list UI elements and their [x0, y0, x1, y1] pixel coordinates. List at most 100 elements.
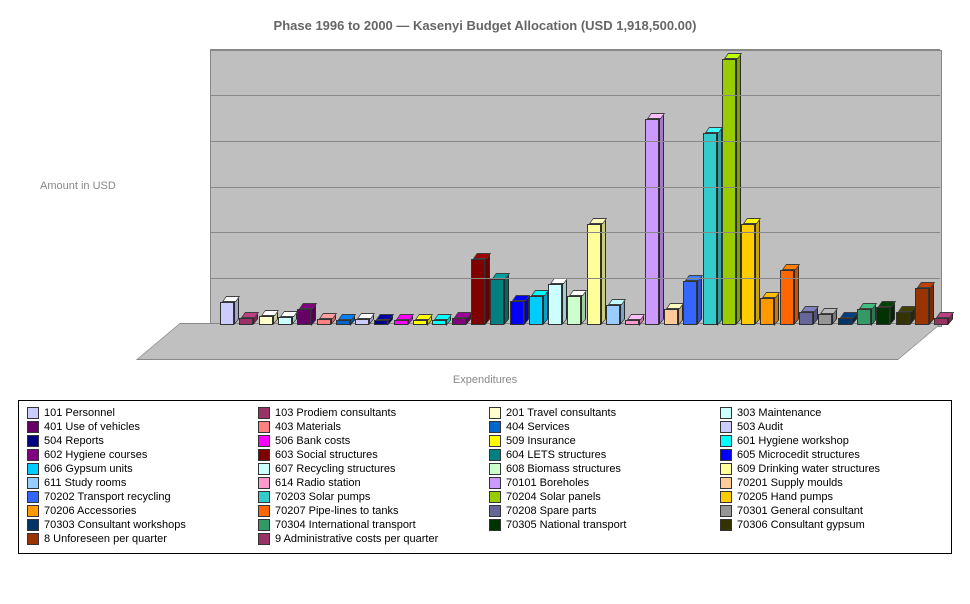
- legend-label: 70207 Pipe-lines to tanks: [275, 505, 399, 517]
- legend-label: 608 Biomass structures: [506, 463, 621, 475]
- chart-legend: 101 Personnel103 Prodiem consultants201 …: [18, 400, 952, 554]
- legend-item-70205: 70205 Hand pumps: [720, 491, 943, 503]
- legend-swatch: [720, 435, 732, 447]
- legend-label: 609 Drinking water structures: [737, 463, 880, 475]
- legend-label: 611 Study rooms: [44, 477, 126, 489]
- bar-101: [220, 302, 234, 325]
- legend-item-70301: 70301 General consultant: [720, 505, 943, 517]
- legend-swatch: [720, 491, 732, 503]
- legend-item-70101: 70101 Boreholes: [489, 477, 712, 489]
- legend-item-70203: 70203 Solar pumps: [258, 491, 481, 503]
- legend-swatch: [489, 435, 501, 447]
- legend-item-603: 603 Social structures: [258, 449, 481, 461]
- bar-506: [394, 320, 408, 325]
- legend-item-70204: 70204 Solar panels: [489, 491, 712, 503]
- legend-item-503: 503 Audit: [720, 421, 943, 433]
- legend-label: 404 Services: [506, 421, 570, 433]
- bar-404: [336, 320, 350, 326]
- legend-label: 201 Travel consultants: [506, 407, 616, 419]
- legend-item-602: 602 Hygiene courses: [27, 449, 250, 461]
- legend-label: 70304 International transport: [275, 519, 416, 531]
- legend-item-604: 604 LETS structures: [489, 449, 712, 461]
- bar-70204: [722, 59, 736, 325]
- legend-label: 614 Radio station: [275, 477, 361, 489]
- legend-label: 403 Materials: [275, 421, 341, 433]
- legend-item-606: 606 Gypsum units: [27, 463, 250, 475]
- legend-item-504: 504 Reports: [27, 435, 250, 447]
- legend-item-103: 103 Prodiem consultants: [258, 407, 481, 419]
- legend-item-70303: 70303 Consultant workshops: [27, 519, 250, 531]
- legend-swatch: [489, 407, 501, 419]
- legend-item-8: 8 Unforeseen per quarter: [27, 533, 250, 545]
- legend-swatch: [258, 407, 270, 419]
- bar-70205: [741, 224, 755, 325]
- legend-swatch: [27, 407, 39, 419]
- bar-611: [606, 305, 620, 325]
- legend-swatch: [720, 449, 732, 461]
- legend-item-9: 9 Administrative costs per quarter: [258, 533, 481, 545]
- legend-label: 103 Prodiem consultants: [275, 407, 396, 419]
- chart-container: Phase 1996 to 2000 — Kasenyi Budget Allo…: [0, 0, 970, 604]
- legend-label: 602 Hygiene courses: [44, 449, 147, 461]
- bar-608: [567, 296, 581, 325]
- legend-item-608: 608 Biomass structures: [489, 463, 712, 475]
- bar-70203: [703, 133, 717, 326]
- legend-label: 70204 Solar panels: [506, 491, 601, 503]
- legend-swatch: [27, 449, 39, 461]
- bar-509: [413, 320, 427, 326]
- legend-label: 8 Unforeseen per quarter: [44, 533, 167, 545]
- bar-70304: [857, 309, 871, 326]
- grid-line: [210, 95, 940, 96]
- legend-label: 506 Bank costs: [275, 435, 350, 447]
- legend-label: 70303 Consultant workshops: [44, 519, 186, 531]
- x-axis-label: Expenditures: [0, 374, 970, 386]
- legend-swatch: [258, 477, 270, 489]
- legend-label: 605 Microcedit structures: [737, 449, 860, 461]
- legend-label: 9 Administrative costs per quarter: [275, 533, 438, 545]
- legend-swatch: [27, 505, 39, 517]
- legend-label: 70306 Consultant gypsum: [737, 519, 865, 531]
- legend-swatch: [489, 491, 501, 503]
- legend-label: 70301 General consultant: [737, 505, 863, 517]
- legend-swatch: [489, 449, 501, 461]
- bar-602: [452, 318, 466, 325]
- legend-label: 503 Audit: [737, 421, 783, 433]
- legend-swatch: [258, 533, 270, 545]
- legend-item-70201: 70201 Supply moulds: [720, 477, 943, 489]
- legend-item-70202: 70202 Transport recycling: [27, 491, 250, 503]
- legend-swatch: [27, 421, 39, 433]
- legend-swatch: [720, 505, 732, 517]
- legend-swatch: [27, 477, 39, 489]
- legend-swatch: [720, 421, 732, 433]
- y-axis-label: Amount in USD: [40, 180, 116, 192]
- legend-item-509: 509 Insurance: [489, 435, 712, 447]
- legend-label: 70305 National transport: [506, 519, 626, 531]
- legend-swatch: [258, 435, 270, 447]
- legend-swatch: [27, 463, 39, 475]
- bar-70301: [818, 314, 832, 325]
- legend-item-404: 404 Services: [489, 421, 712, 433]
- bar-601: [432, 320, 446, 326]
- legend-label: 70205 Hand pumps: [737, 491, 833, 503]
- legend-label: 607 Recycling structures: [275, 463, 395, 475]
- chart-title: Phase 1996 to 2000 — Kasenyi Budget Allo…: [0, 18, 970, 33]
- legend-swatch: [27, 533, 39, 545]
- legend-swatch: [27, 435, 39, 447]
- legend-label: 303 Maintenance: [737, 407, 821, 419]
- legend-swatch: [489, 477, 501, 489]
- legend-label: 70203 Solar pumps: [275, 491, 370, 503]
- bar-607: [548, 284, 562, 325]
- legend-item-611: 611 Study rooms: [27, 477, 250, 489]
- legend-label: 70206 Accessories: [44, 505, 136, 517]
- legend-swatch: [258, 449, 270, 461]
- legend-label: 70208 Spare parts: [506, 505, 597, 517]
- bar-201: [259, 316, 273, 325]
- legend-item-70304: 70304 International transport: [258, 519, 481, 531]
- legend-item-201: 201 Travel consultants: [489, 407, 712, 419]
- legend-item-70206: 70206 Accessories: [27, 505, 250, 517]
- bar-103: [239, 318, 253, 325]
- bar-504: [374, 320, 388, 325]
- chart-plot-area: [180, 50, 940, 360]
- legend-label: 70101 Boreholes: [506, 477, 589, 489]
- bar-303: [278, 317, 292, 325]
